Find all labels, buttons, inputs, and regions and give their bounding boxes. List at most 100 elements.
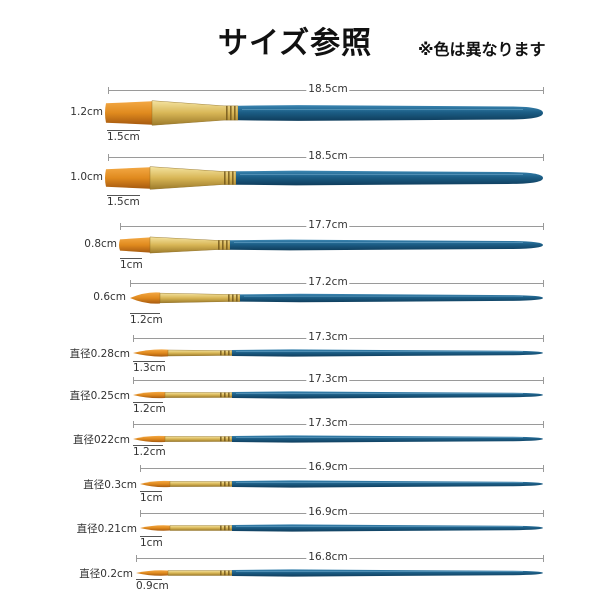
ferrule-crimp	[224, 392, 226, 398]
ferrule-crimp	[220, 570, 222, 576]
head-width-arrow	[133, 445, 163, 446]
brush-filbert	[130, 292, 543, 304]
length-tick-end	[543, 555, 544, 562]
head-width-arrow	[140, 491, 162, 492]
bristles	[140, 525, 170, 531]
ferrule-crimp	[228, 525, 230, 531]
head-width-label: 1cm	[140, 537, 163, 549]
head-size-label: 1.0cm	[70, 171, 103, 183]
length-label: 17.3cm	[306, 373, 350, 385]
head-size-label: 直径0.28cm	[69, 348, 130, 360]
length-label: 16.9cm	[306, 506, 350, 518]
ferrule-crimp	[228, 481, 230, 487]
brush-round-3	[133, 435, 543, 443]
length-label: 17.2cm	[306, 276, 350, 288]
length-tick-end	[543, 421, 544, 428]
head-size-label: 直径0.21cm	[76, 523, 137, 535]
ferrule-crimp	[232, 171, 234, 185]
head-width-label: 1.5cm	[107, 131, 140, 143]
ferrule-crimp	[228, 350, 230, 356]
head-width-label: 1.5cm	[107, 196, 140, 208]
ferrule-crimp	[222, 240, 224, 250]
ferrule-crimp	[228, 392, 230, 398]
brush-round-6	[136, 569, 543, 577]
ferrule-crimp	[226, 105, 228, 121]
head-size-label: 1.2cm	[70, 106, 103, 118]
head-width-arrow	[130, 313, 160, 314]
bristles	[119, 237, 150, 253]
ferrule-crimp	[218, 240, 220, 250]
handle	[232, 435, 543, 443]
length-label: 17.3cm	[306, 331, 350, 343]
ferrule-crimp	[232, 294, 234, 302]
ferrule-crimp	[230, 105, 232, 121]
length-tick-start	[133, 421, 134, 428]
ferrule-crimp	[220, 525, 222, 531]
handle	[230, 239, 543, 251]
length-tick-end	[543, 154, 544, 161]
ferrule-crimp	[220, 481, 222, 487]
bristles	[133, 349, 168, 357]
length-tick-start	[133, 335, 134, 342]
head-width-label: 1cm	[140, 492, 163, 504]
ferrule	[164, 392, 233, 398]
head-width-label: 1.3cm	[133, 362, 166, 374]
bristles	[133, 391, 165, 399]
brush-flat-2	[105, 166, 543, 190]
ferrule-crimp	[228, 570, 230, 576]
ferrule-crimp	[228, 436, 230, 442]
head-width-label: 1cm	[120, 259, 143, 271]
handle	[240, 293, 543, 303]
head-width-arrow	[140, 536, 162, 537]
ferrule-crimp	[236, 294, 238, 302]
head-width-label: 0.9cm	[136, 580, 169, 592]
ferrule-crimp	[224, 570, 226, 576]
ferrule	[169, 481, 233, 487]
head-width-arrow	[133, 402, 163, 403]
length-label: 18.5cm	[306, 83, 350, 95]
handle	[236, 170, 543, 186]
length-tick-start	[120, 223, 121, 230]
head-width-arrow	[107, 130, 140, 131]
length-tick-start	[108, 154, 109, 161]
length-label: 16.8cm	[306, 551, 350, 563]
length-label: 17.3cm	[306, 417, 350, 429]
bristles	[105, 101, 152, 125]
length-tick-start	[140, 465, 141, 472]
ferrule-crimp	[228, 294, 230, 302]
ferrule-crimp	[220, 392, 222, 398]
handle	[232, 349, 543, 357]
head-size-label: 直径022cm	[72, 434, 130, 446]
ferrule-crimp	[220, 436, 222, 442]
length-tick-end	[543, 465, 544, 472]
bristles	[105, 167, 150, 189]
head-width-arrow	[133, 361, 165, 362]
handle	[232, 569, 543, 577]
ferrule	[149, 166, 237, 190]
head-size-label: 直径0.2cm	[79, 568, 133, 580]
length-tick-start	[136, 555, 137, 562]
head-size-label: 0.8cm	[84, 238, 117, 250]
length-tick-end	[543, 377, 544, 384]
length-tick-start	[130, 280, 131, 287]
page-title: サイズ参照	[218, 26, 373, 61]
ferrule-crimp	[228, 171, 230, 185]
length-label: 17.7cm	[306, 219, 350, 231]
head-width-arrow	[107, 195, 140, 196]
brush-round-5	[140, 524, 543, 532]
handle	[238, 105, 543, 121]
ferrule-crimp	[234, 105, 236, 121]
length-tick-start	[140, 510, 141, 517]
bristles	[130, 292, 160, 304]
ferrule	[164, 436, 233, 442]
brush-round-1	[133, 349, 543, 357]
length-label: 16.9cm	[306, 461, 350, 473]
ferrule-crimp	[220, 350, 222, 356]
head-size-label: 直径0.25cm	[69, 390, 130, 402]
ferrule-crimp	[224, 350, 226, 356]
ferrule-crimp	[224, 525, 226, 531]
length-tick-start	[108, 87, 109, 94]
ferrule-crimp	[226, 240, 228, 250]
handle	[232, 524, 543, 532]
